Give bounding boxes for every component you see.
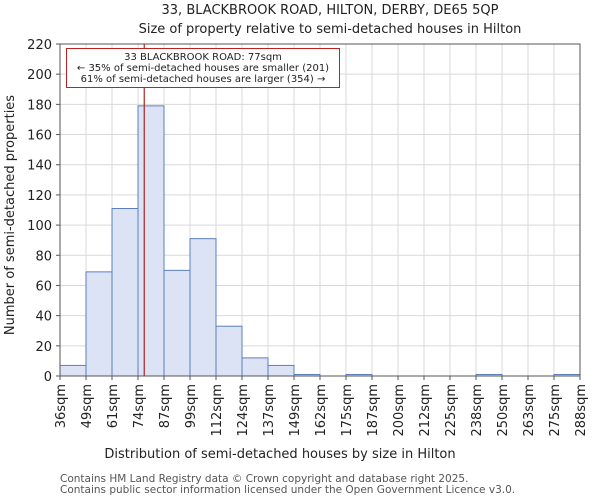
x-tick-label: 200sqm [392,384,407,437]
chart-title: 33, BLACKBROOK ROAD, HILTON, DERBY, DE65… [162,3,499,18]
bar [85,271,113,377]
y-tick-label: 20 [35,340,52,355]
y-tick-label: 40 [35,310,52,325]
x-tick-labels: 36sqm 49sqm 61sqm 74sqm 87sqm 99sqm 112sqm 124s… [54,376,589,437]
x-tick-label: 162sqm [314,384,329,437]
x-tick-label: 212sqm [418,384,433,437]
annotation-box: 33 BLACKBROOK ROAD: 77sqm ← 35% of semi-… [66,48,340,88]
annotation-line-1: 33 BLACKBROOK ROAD: 77sqm [124,52,282,63]
y-tick-labels: 0 20 40 60 80 100 120 140 160 180 200 220 [27,38,60,385]
y-tick-label: 160 [27,129,52,144]
footer-credit-1: Contains HM Land Registry data © Crown c… [60,473,469,485]
x-tick-label: 175sqm [340,384,355,437]
y-tick-label: 80 [35,249,52,264]
y-tick-label: 0 [44,370,52,385]
x-tick-label: 187sqm [366,384,381,437]
x-tick-label: 36sqm [54,384,69,428]
bar [189,238,217,377]
bars [59,105,581,377]
bar [241,357,269,377]
x-tick-label: 61sqm [106,384,121,428]
x-tick-label: 238sqm [470,384,485,437]
bar [111,207,139,377]
bar [163,269,191,377]
x-tick-label: 225sqm [444,384,459,437]
x-tick-label: 124sqm [236,384,251,437]
x-tick-label: 137sqm [262,384,277,437]
y-tick-label: 60 [35,279,52,294]
y-axis-title: Number of semi-detached properties [3,95,18,335]
bar [137,105,165,377]
bar [59,364,87,377]
x-tick-label: 288sqm [574,384,589,437]
x-tick-label: 87sqm [158,384,173,428]
y-tick-label: 120 [27,189,52,204]
footer-credit-2: Contains public sector information licen… [60,484,516,496]
y-tick-label: 100 [27,219,52,234]
annotation-line-3: 61% of semi-detached houses are larger (… [80,74,326,85]
x-tick-label: 112sqm [210,384,225,437]
bar [267,364,295,377]
y-tick-label: 180 [27,98,52,113]
bar [215,325,243,377]
x-tick-label: 149sqm [288,384,303,437]
annotation-line-2: ← 35% of semi-detached houses are smalle… [76,63,330,74]
x-tick-label: 74sqm [132,384,147,428]
x-tick-label: 263sqm [522,384,537,437]
x-tick-label: 49sqm [80,384,95,428]
y-tick-label: 140 [27,159,52,174]
x-axis-title: Distribution of semi-detached houses by … [104,447,455,462]
y-tick-label: 220 [27,38,52,53]
y-tick-label: 200 [27,68,52,83]
x-tick-label: 275sqm [548,384,563,437]
x-tick-label: 250sqm [496,384,511,437]
chart-subtitle: Size of property relative to semi-detach… [139,22,522,37]
x-tick-label: 99sqm [184,384,199,428]
